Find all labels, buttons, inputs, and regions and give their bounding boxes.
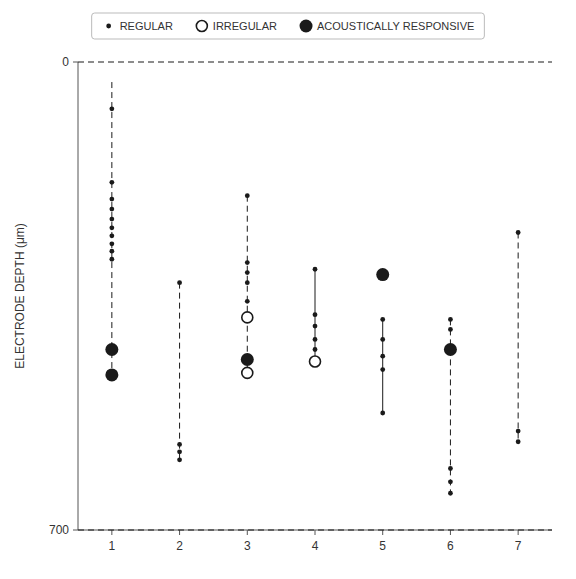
x-tick-label: 2 xyxy=(176,539,183,553)
point xyxy=(516,439,521,444)
legend-label: IRREGULAR xyxy=(213,20,277,32)
point xyxy=(448,317,453,322)
point xyxy=(177,457,182,462)
column-line xyxy=(179,283,180,460)
point xyxy=(109,257,114,262)
x-tick-label: 5 xyxy=(379,539,386,553)
reference-line xyxy=(78,61,552,62)
point xyxy=(177,442,182,447)
point xyxy=(380,367,385,372)
point xyxy=(380,337,385,342)
point xyxy=(109,180,114,185)
point xyxy=(109,225,114,230)
point xyxy=(245,299,250,304)
x-tick xyxy=(450,530,451,535)
legend-frame xyxy=(92,13,485,39)
column-line xyxy=(518,232,519,441)
x-tick-label: 4 xyxy=(312,539,319,553)
point xyxy=(376,268,389,281)
x-tick xyxy=(518,530,519,535)
point xyxy=(109,241,114,246)
legend-item: ACOUSTICALLY RESPONSIVE xyxy=(300,20,475,33)
point xyxy=(313,324,318,329)
point xyxy=(448,327,453,332)
point xyxy=(177,449,182,454)
point xyxy=(380,317,385,322)
legend-marker xyxy=(106,24,111,29)
series-open-circle xyxy=(242,312,321,378)
legend-label: ACOUSTICALLY RESPONSIVE xyxy=(317,20,474,32)
y-axis-line xyxy=(78,62,79,530)
point xyxy=(109,197,114,202)
legend-label: REGULAR xyxy=(120,20,173,32)
point xyxy=(310,356,321,367)
point xyxy=(242,312,253,323)
series-filled-circle xyxy=(105,268,457,381)
point xyxy=(105,368,118,381)
y-tick-label: 700 xyxy=(49,523,69,537)
point xyxy=(313,312,318,317)
point xyxy=(444,343,457,356)
point xyxy=(313,267,318,272)
series-dot xyxy=(109,106,520,495)
point xyxy=(245,260,250,265)
point xyxy=(241,353,254,366)
point xyxy=(516,230,521,235)
point xyxy=(313,337,318,342)
point xyxy=(448,466,453,471)
x-tick-label: 7 xyxy=(515,539,522,553)
point xyxy=(448,479,453,484)
point xyxy=(245,270,250,275)
point xyxy=(105,343,118,356)
x-tick xyxy=(382,530,383,535)
point xyxy=(109,106,114,111)
point xyxy=(245,193,250,198)
point xyxy=(313,347,318,352)
legend-item: REGULAR xyxy=(106,20,173,32)
point xyxy=(109,217,114,222)
x-tick-label: 3 xyxy=(244,539,251,553)
point xyxy=(380,354,385,359)
point xyxy=(242,367,253,378)
x-tick xyxy=(247,530,248,535)
chart: 1 2 3 4 5 6 7 0 700 ELECTRODE DEPTH (μm) REGULAR IR… xyxy=(0,0,576,579)
plot-area xyxy=(78,62,552,530)
x-tick xyxy=(179,530,180,535)
axes: 1 2 3 4 5 6 7 0 700 xyxy=(49,55,552,553)
x-tick-label: 1 xyxy=(109,539,116,553)
point xyxy=(448,491,453,496)
point xyxy=(177,280,182,285)
legend-marker xyxy=(196,21,207,32)
y-tick xyxy=(73,530,78,531)
y-axis-label: ELECTRODE DEPTH (μm) xyxy=(13,223,27,369)
point xyxy=(109,233,114,238)
point xyxy=(380,411,385,416)
y-tick xyxy=(73,62,78,63)
x-tick-label: 6 xyxy=(447,539,454,553)
y-tick-label: 0 xyxy=(62,55,69,69)
legend-marker xyxy=(300,20,313,33)
point xyxy=(109,207,114,212)
reference-line xyxy=(78,529,552,530)
point xyxy=(245,280,250,285)
legend: REGULAR IRREGULAR ACOUSTICALLY RESPONSIVE xyxy=(92,13,485,39)
legend-item: IRREGULAR xyxy=(196,20,277,32)
x-tick xyxy=(111,530,112,535)
point xyxy=(516,429,521,434)
x-tick xyxy=(315,530,316,535)
column-line xyxy=(382,319,383,413)
point xyxy=(109,249,114,254)
